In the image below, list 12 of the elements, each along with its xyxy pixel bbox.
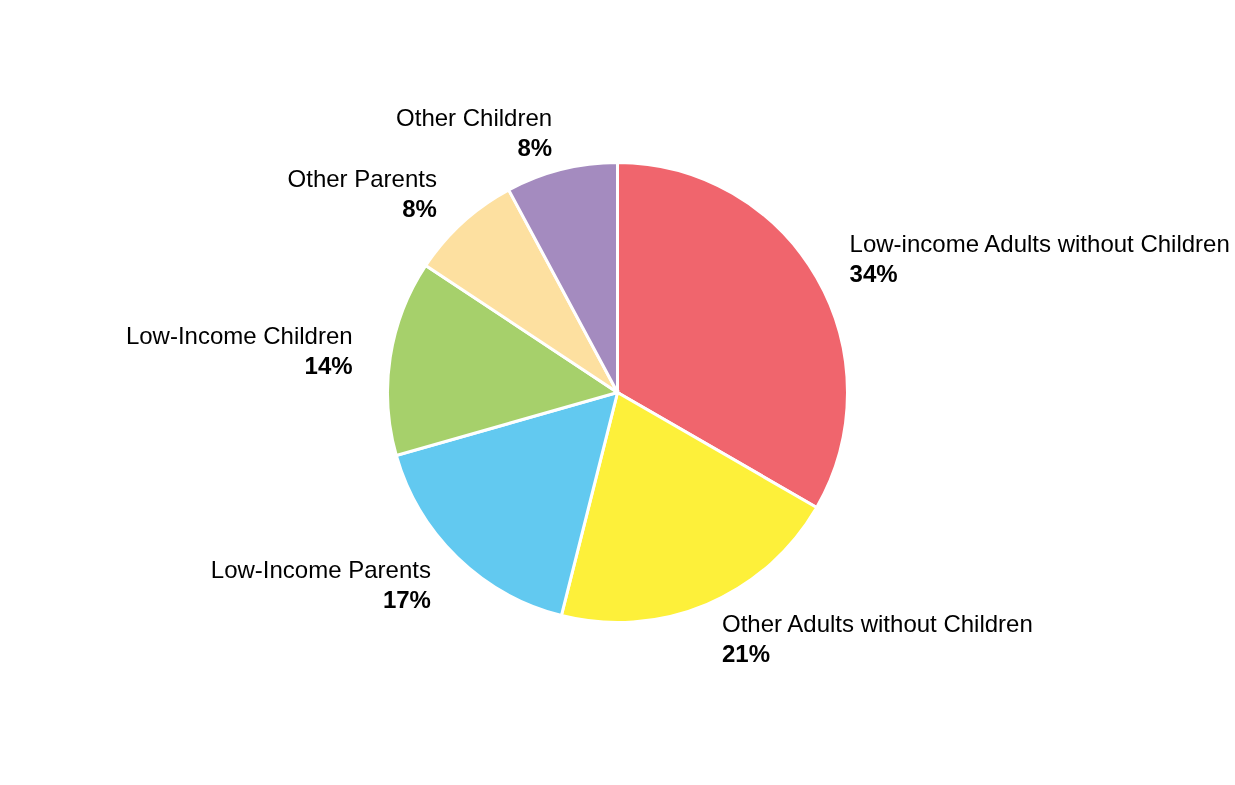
data-label: 17% — [382, 585, 431, 613]
data-label: 34% — [849, 259, 898, 287]
slice-label: Low-Income Children — [125, 322, 353, 350]
data-label: 14% — [304, 352, 353, 380]
slice-label: Other Children — [396, 103, 553, 131]
slice-label: Low-Income Parents — [210, 555, 431, 583]
slice-label: Other Adults without Children — [721, 610, 1033, 638]
data-label: 8% — [517, 133, 553, 161]
slice-label: Other Parents — [287, 165, 437, 193]
data-label: 21% — [721, 640, 771, 668]
slice-label: Low-income Adults without Children — [849, 229, 1230, 257]
data-label: 8% — [402, 195, 437, 223]
